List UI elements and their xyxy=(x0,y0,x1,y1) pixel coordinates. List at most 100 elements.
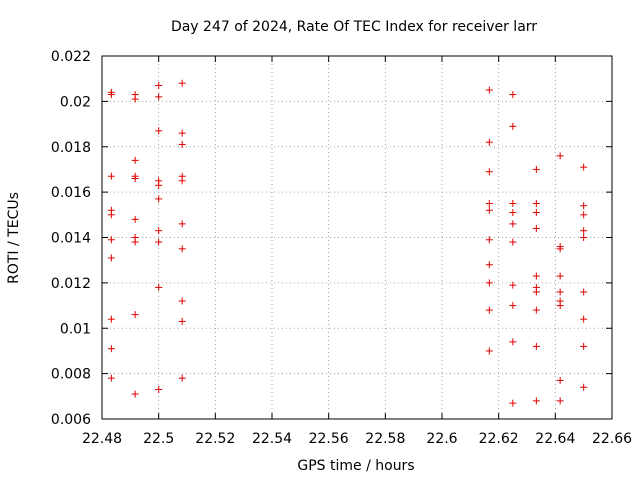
y-tick-label: 0.01 xyxy=(60,321,91,337)
data-point xyxy=(131,390,139,398)
data-point xyxy=(532,224,540,232)
data-point xyxy=(509,302,517,310)
data-point xyxy=(556,302,564,310)
x-tick-label: 22.56 xyxy=(309,431,349,447)
x-tick-label: 22.64 xyxy=(535,431,575,447)
data-point xyxy=(107,345,115,353)
data-point xyxy=(532,272,540,280)
data-point xyxy=(556,152,564,160)
data-point xyxy=(532,288,540,296)
data-point xyxy=(485,261,493,269)
y-tick-label: 0.012 xyxy=(51,276,91,292)
data-point xyxy=(532,199,540,207)
y-tick-label: 0.008 xyxy=(51,367,91,383)
data-point xyxy=(556,245,564,253)
y-axis-label: ROTI / TECUs xyxy=(6,192,22,284)
data-point xyxy=(178,140,186,148)
y-tick-label: 0.016 xyxy=(51,185,91,201)
data-point xyxy=(485,86,493,94)
data-point xyxy=(509,122,517,130)
data-point xyxy=(131,95,139,103)
data-point xyxy=(155,283,163,291)
data-point xyxy=(155,181,163,189)
y-tick-label: 0.02 xyxy=(60,94,91,110)
x-tick-label: 22.58 xyxy=(365,431,405,447)
data-point xyxy=(532,342,540,350)
data-point xyxy=(485,138,493,146)
y-tick-label: 0.014 xyxy=(51,231,91,247)
data-point xyxy=(485,306,493,314)
chart-title: Day 247 of 2024, Rate Of TEC Index for r… xyxy=(171,19,537,35)
data-point xyxy=(580,288,588,296)
data-point xyxy=(580,383,588,391)
data-point xyxy=(107,236,115,244)
data-point xyxy=(580,202,588,210)
data-point xyxy=(155,238,163,246)
x-tick-label: 22.6 xyxy=(426,431,457,447)
x-tick-label: 22.48 xyxy=(82,431,122,447)
data-point xyxy=(509,209,517,217)
data-point xyxy=(556,397,564,405)
data-point xyxy=(509,199,517,207)
y-tick-label: 0.018 xyxy=(51,140,91,156)
x-tick-label: 22.52 xyxy=(195,431,235,447)
data-point xyxy=(556,272,564,280)
data-point xyxy=(532,397,540,405)
data-point xyxy=(131,156,139,164)
x-axis-label: GPS time / hours xyxy=(297,458,414,474)
data-point xyxy=(485,206,493,214)
data-point xyxy=(178,220,186,228)
data-point xyxy=(178,79,186,87)
data-point xyxy=(131,311,139,319)
data-point xyxy=(532,306,540,314)
data-point xyxy=(485,199,493,207)
data-point xyxy=(155,93,163,101)
data-point xyxy=(131,175,139,183)
x-tick-labels: 22.48 22.5 22.52 22.54 22.56 22.58 22.6 22.62 22… xyxy=(82,431,632,447)
data-point xyxy=(107,91,115,99)
data-point xyxy=(509,338,517,346)
data-point xyxy=(178,297,186,305)
data-point xyxy=(178,245,186,253)
data-point xyxy=(509,238,517,246)
data-point xyxy=(131,215,139,223)
data-point xyxy=(485,236,493,244)
data-points xyxy=(107,79,588,407)
data-point xyxy=(178,317,186,325)
data-point xyxy=(509,399,517,407)
data-point xyxy=(107,254,115,262)
y-tick-label: 0.006 xyxy=(51,412,91,428)
data-point xyxy=(485,347,493,355)
x-tick-label: 22.5 xyxy=(143,431,174,447)
y-tick-labels: 0.006 0.008 0.01 0.012 0.014 0.016 0.018 0.02 0.… xyxy=(51,49,91,428)
data-point xyxy=(509,91,517,99)
data-point xyxy=(178,374,186,382)
data-point xyxy=(580,234,588,241)
data-point xyxy=(178,129,186,137)
data-point xyxy=(556,376,564,384)
data-point xyxy=(107,172,115,180)
data-point xyxy=(155,81,163,89)
data-point xyxy=(155,127,163,135)
data-point xyxy=(107,315,115,323)
data-point xyxy=(155,227,163,235)
data-point xyxy=(178,177,186,185)
data-point xyxy=(485,168,493,176)
data-point xyxy=(580,163,588,171)
data-point xyxy=(509,281,517,289)
x-tick-label: 22.66 xyxy=(592,431,632,447)
data-point xyxy=(580,227,588,235)
data-point xyxy=(155,386,163,394)
data-point xyxy=(485,279,493,287)
x-tick-label: 22.54 xyxy=(252,431,292,447)
data-point xyxy=(155,195,163,203)
data-point xyxy=(509,220,517,228)
data-point xyxy=(107,211,115,219)
data-point xyxy=(107,374,115,382)
data-point xyxy=(532,165,540,173)
x-tick-label: 22.62 xyxy=(479,431,519,447)
data-point xyxy=(580,211,588,219)
data-point xyxy=(556,288,564,296)
data-point xyxy=(580,315,588,323)
data-point xyxy=(131,238,139,246)
